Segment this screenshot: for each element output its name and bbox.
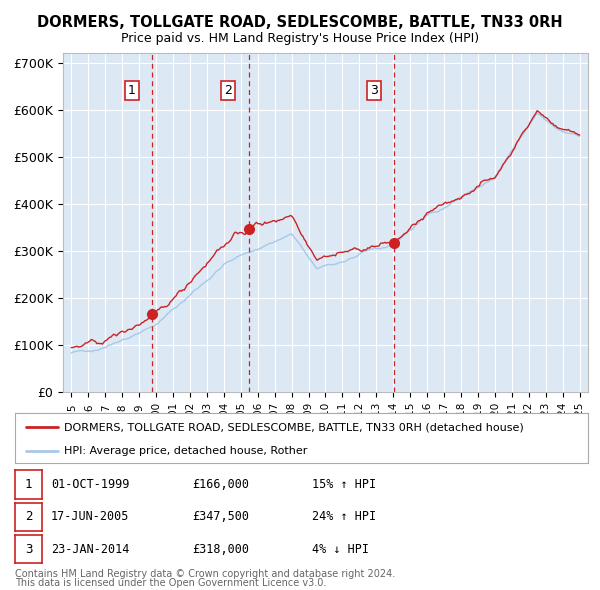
Text: 2: 2 xyxy=(25,510,32,523)
Text: HPI: Average price, detached house, Rother: HPI: Average price, detached house, Roth… xyxy=(64,445,307,455)
Text: 1: 1 xyxy=(128,84,136,97)
Text: 2: 2 xyxy=(224,84,232,97)
Text: £318,000: £318,000 xyxy=(192,543,249,556)
Text: Price paid vs. HM Land Registry's House Price Index (HPI): Price paid vs. HM Land Registry's House … xyxy=(121,32,479,45)
Text: 17-JUN-2005: 17-JUN-2005 xyxy=(51,510,130,523)
Text: Contains HM Land Registry data © Crown copyright and database right 2024.: Contains HM Land Registry data © Crown c… xyxy=(15,569,395,579)
Text: £166,000: £166,000 xyxy=(192,478,249,491)
Text: DORMERS, TOLLGATE ROAD, SEDLESCOMBE, BATTLE, TN33 0RH: DORMERS, TOLLGATE ROAD, SEDLESCOMBE, BAT… xyxy=(37,15,563,30)
Text: 3: 3 xyxy=(370,84,378,97)
Text: £347,500: £347,500 xyxy=(192,510,249,523)
Text: 01-OCT-1999: 01-OCT-1999 xyxy=(51,478,130,491)
Text: 1: 1 xyxy=(25,478,32,491)
Text: 15% ↑ HPI: 15% ↑ HPI xyxy=(312,478,376,491)
Text: 3: 3 xyxy=(25,543,32,556)
Text: 23-JAN-2014: 23-JAN-2014 xyxy=(51,543,130,556)
Text: 24% ↑ HPI: 24% ↑ HPI xyxy=(312,510,376,523)
Text: This data is licensed under the Open Government Licence v3.0.: This data is licensed under the Open Gov… xyxy=(15,578,326,588)
Text: DORMERS, TOLLGATE ROAD, SEDLESCOMBE, BATTLE, TN33 0RH (detached house): DORMERS, TOLLGATE ROAD, SEDLESCOMBE, BAT… xyxy=(64,422,523,432)
Text: 4% ↓ HPI: 4% ↓ HPI xyxy=(312,543,369,556)
